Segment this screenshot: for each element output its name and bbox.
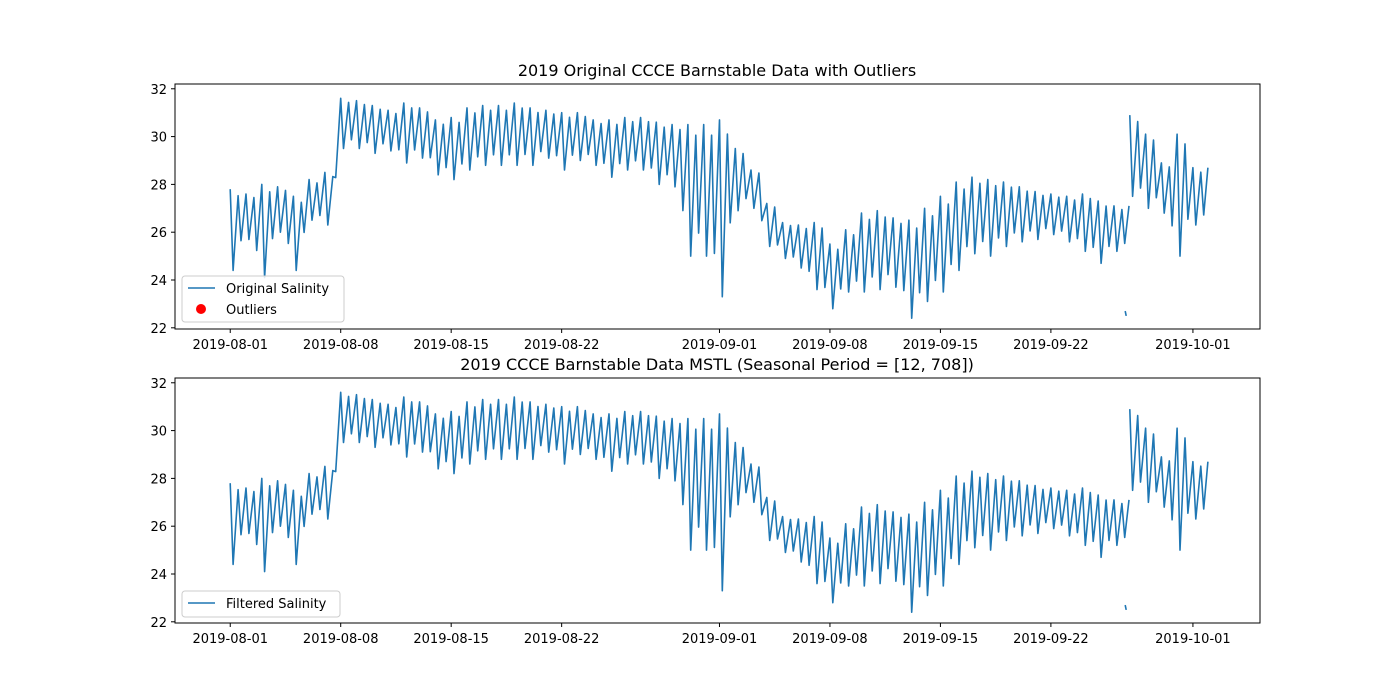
bottom-chart-title: 2019 CCCE Barnstable Data MSTL (Seasonal…: [460, 355, 974, 374]
x-tick-label: 2019-09-01: [682, 632, 758, 647]
y-tick-label: 30: [150, 425, 167, 440]
top-chart-legend: Original Salinity Outliers: [181, 275, 345, 323]
bottom-chart-legend: Filtered Salinity: [181, 590, 341, 618]
x-tick-label: 2019-09-08: [792, 632, 868, 647]
top-chart-panel: 2019 Original CCCE Barnstable Data with …: [150, 61, 1261, 353]
x-tick-label: 2019-08-08: [303, 338, 379, 353]
top-chart-x-axis: 2019-08-01 2019-08-08 2019-08-15 2019-08-22…: [192, 329, 1231, 353]
original-salinity-line-segment-2: [1129, 115, 1209, 257]
bottom-chart-panel: 2019 CCCE Barnstable Data MSTL (Seasonal…: [150, 355, 1261, 647]
original-salinity-line-segment-1: [229, 97, 1130, 319]
original-salinity-line-fragment: [1124, 310, 1127, 317]
y-tick-label: 26: [150, 226, 167, 241]
y-tick-label: 30: [150, 131, 167, 146]
x-tick-label: 2019-09-15: [903, 338, 979, 353]
x-tick-label: 2019-09-22: [1013, 338, 1089, 353]
top-chart-title: 2019 Original CCCE Barnstable Data with …: [518, 61, 916, 80]
bottom-chart-frame: [174, 377, 1261, 624]
y-tick-label: 24: [150, 568, 167, 583]
bottom-chart-y-axis: 22 24 26 28 30 32: [150, 377, 175, 631]
x-tick-label: 2019-10-01: [1155, 632, 1231, 647]
top-chart-plot-lines: [229, 97, 1209, 319]
x-tick-label: 2019-10-01: [1155, 338, 1231, 353]
bottom-chart-x-axis: 2019-08-01 2019-08-08 2019-08-15 2019-08-22…: [192, 623, 1231, 647]
y-tick-label: 28: [150, 472, 167, 487]
top-chart-y-axis: 22 24 26 28 30 32: [150, 83, 175, 337]
filtered-salinity-line-segment-1: [229, 391, 1130, 613]
x-tick-label: 2019-08-01: [192, 338, 268, 353]
x-tick-label: 2019-08-08: [303, 632, 379, 647]
legend-marker-outliers: [196, 304, 206, 314]
x-tick-label: 2019-08-01: [192, 632, 268, 647]
filtered-salinity-line-fragment: [1124, 604, 1127, 611]
bottom-legend-box: [181, 590, 341, 618]
x-tick-label: 2019-09-22: [1013, 632, 1089, 647]
legend-label-filtered-salinity: Filtered Salinity: [226, 597, 327, 612]
x-tick-label: 2019-08-22: [524, 632, 600, 647]
y-tick-label: 22: [150, 322, 167, 337]
bottom-chart-plot-lines: [229, 391, 1209, 613]
x-tick-label: 2019-09-15: [903, 632, 979, 647]
x-tick-label: 2019-09-08: [792, 338, 868, 353]
top-legend-box: [181, 275, 345, 323]
x-tick-label: 2019-09-01: [682, 338, 758, 353]
y-tick-label: 32: [150, 377, 167, 392]
y-tick-label: 32: [150, 83, 167, 98]
y-tick-label: 24: [150, 274, 167, 289]
x-tick-label: 2019-08-15: [413, 632, 489, 647]
y-tick-label: 28: [150, 178, 167, 193]
x-tick-label: 2019-08-22: [524, 338, 600, 353]
filtered-salinity-line-segment-2: [1129, 409, 1209, 551]
legend-label-outliers: Outliers: [226, 303, 277, 318]
y-tick-label: 22: [150, 616, 167, 631]
legend-label-original-salinity: Original Salinity: [226, 282, 329, 297]
y-tick-label: 26: [150, 520, 167, 535]
top-chart-frame: [174, 83, 1261, 330]
x-tick-label: 2019-08-15: [413, 338, 489, 353]
